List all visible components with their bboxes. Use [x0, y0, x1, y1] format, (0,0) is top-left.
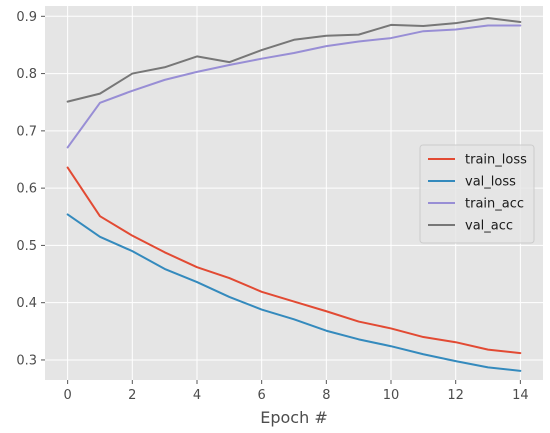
x-tick-label: 14: [512, 388, 529, 403]
x-tick-label: 8: [322, 388, 330, 403]
series-lines: [66, 17, 522, 372]
x-axis-title: Epoch #: [260, 408, 327, 427]
y-tick-label: 0.6: [16, 182, 37, 197]
legend: train_loss val_loss train_acc val_acc: [419, 144, 535, 244]
series-line-train-loss: [66, 166, 522, 355]
y-axis: 0.3 0.4 0.5 0.6 0.7 0.8 0.9: [16, 10, 45, 368]
y-tick-label: 0.5: [16, 239, 37, 254]
grid-lines: [45, 6, 543, 380]
legend-box: [419, 144, 535, 244]
legend-label: val_loss: [465, 175, 516, 190]
y-tick-label: 0.9: [16, 10, 37, 25]
y-tick-label: 0.3: [16, 353, 37, 368]
x-tick-label: 10: [383, 388, 400, 403]
legend-label: val_acc: [465, 219, 513, 234]
x-tick-label: 6: [258, 388, 266, 403]
x-tick-label: 4: [193, 388, 201, 403]
x-tick-label: 0: [63, 388, 71, 403]
y-tick-label: 0.4: [16, 296, 37, 311]
x-axis: 0 2 4 6 8 10 12 14: [63, 380, 529, 403]
x-tick-label: 12: [447, 388, 464, 403]
legend-label: train_acc: [465, 197, 524, 212]
y-tick-label: 0.8: [16, 67, 37, 82]
series-line-train-acc: [66, 24, 522, 149]
legend-label: train_loss: [465, 153, 527, 168]
x-tick-label: 2: [128, 388, 136, 403]
y-tick-label: 0.7: [16, 124, 37, 139]
series-line-val-loss: [66, 213, 522, 372]
series-line-val-acc: [66, 17, 522, 103]
